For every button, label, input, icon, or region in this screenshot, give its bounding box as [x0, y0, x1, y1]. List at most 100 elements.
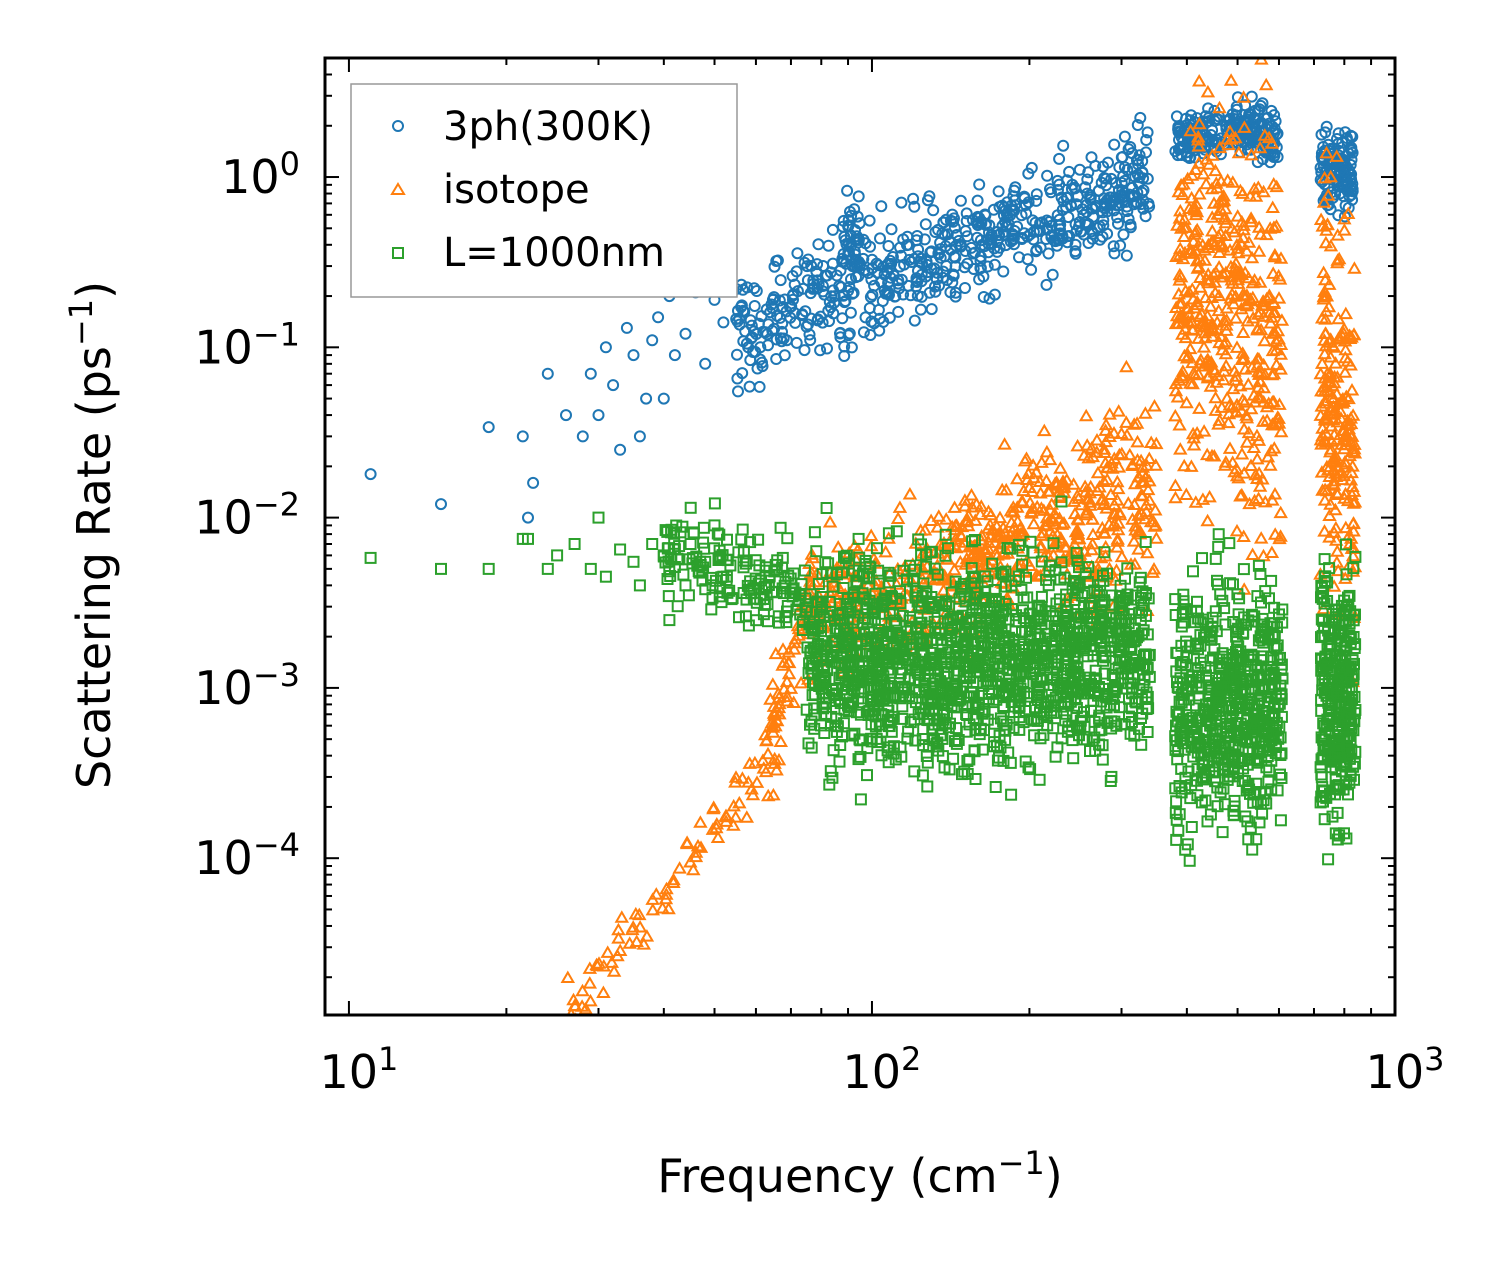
scatter-point-3ph	[800, 320, 813, 333]
scatter-point-isotope	[1318, 235, 1334, 249]
scatter-point-3ph	[1082, 237, 1095, 249]
scatter-point-isotope	[1191, 367, 1206, 380]
scatter-point-isotope	[1190, 261, 1206, 274]
scatter-point-isotope	[1338, 306, 1354, 320]
scatter-point-isotope	[1257, 333, 1272, 347]
scatter-point-3ph	[1338, 210, 1351, 223]
scatter-point-isotope	[1205, 322, 1221, 336]
scatter-point-isotope	[1026, 516, 1042, 530]
scatter-point-isotope	[1110, 532, 1125, 545]
scatter-point-isotope	[1098, 423, 1113, 436]
scatter-point-3ph	[1021, 230, 1034, 243]
scatter-point-isotope	[1252, 140, 1268, 154]
scatter-point-boundary	[786, 590, 799, 603]
scatter-point-3ph	[774, 274, 787, 287]
scatter-point-3ph	[811, 313, 824, 326]
scatter-point-isotope	[1025, 501, 1040, 514]
scatter-point-isotope	[1263, 316, 1278, 329]
scatter-point-isotope	[645, 902, 661, 916]
scatter-point-3ph	[852, 190, 865, 203]
scatter-point-isotope	[788, 631, 803, 645]
scatter-point-isotope	[655, 901, 670, 914]
scatter-point-isotope	[1057, 539, 1073, 553]
scatter-point-3ph	[941, 228, 954, 241]
scatter-point-3ph	[620, 321, 633, 334]
scatter-point-boundary	[781, 532, 794, 545]
scatter-point-isotope	[1097, 445, 1112, 458]
scatter-point-isotope	[760, 746, 776, 760]
scatter-point-isotope	[1218, 346, 1234, 360]
scatter-point-isotope	[1244, 147, 1259, 161]
scatter-point-isotope	[1096, 496, 1112, 509]
scatter-point-3ph	[737, 304, 750, 317]
scatter-point-3ph	[1070, 224, 1083, 237]
scatter-point-isotope	[1234, 237, 1249, 250]
scatter-point-boundary	[551, 549, 564, 562]
scatter-point-isotope	[1237, 120, 1252, 133]
scatter-point-3ph	[1124, 221, 1137, 234]
scatter-point-3ph	[1099, 196, 1112, 209]
scatter-point-3ph	[1253, 103, 1266, 116]
scatter-point-boundary	[682, 589, 695, 602]
scatter-point-isotope	[1225, 455, 1240, 468]
scatter-point-3ph	[1319, 126, 1332, 139]
scatter-point-3ph	[977, 291, 990, 303]
scatter-point-isotope	[931, 509, 947, 522]
scatter-point-isotope	[710, 830, 726, 843]
scatter-point-isotope	[763, 692, 778, 705]
scatter-point-isotope	[1266, 220, 1282, 234]
scatter-point-3ph	[1011, 220, 1024, 233]
scatter-point-boundary	[713, 552, 726, 565]
scatter-point-3ph	[1173, 126, 1186, 139]
scatter-point-isotope	[1330, 544, 1345, 557]
scatter-point-3ph	[944, 243, 957, 256]
scatter-point-isotope	[1172, 273, 1187, 286]
scatter-point-3ph	[1115, 176, 1128, 189]
scatter-point-isotope	[1326, 476, 1341, 490]
scatter-point-boundary	[663, 614, 676, 627]
scatter-point-3ph	[780, 334, 793, 347]
scatter-point-isotope	[1168, 408, 1183, 422]
scatter-point-isotope	[1272, 531, 1287, 545]
scatter-point-isotope	[1256, 184, 1271, 198]
scatter-point-3ph	[1112, 217, 1124, 230]
scatter-point-3ph	[866, 253, 879, 266]
scatter-point-3ph	[842, 219, 855, 232]
scatter-point-isotope	[604, 955, 620, 968]
scatter-point-3ph	[916, 257, 928, 270]
scatter-point-3ph	[1082, 166, 1095, 179]
scatter-point-isotope	[1316, 265, 1331, 278]
scatter-point-3ph	[914, 303, 927, 316]
scatter-point-isotope	[1211, 417, 1226, 430]
scatter-point-isotope	[1264, 545, 1280, 558]
scatter-point-isotope	[1140, 482, 1156, 496]
scatter-point-boundary	[541, 562, 554, 575]
scatter-point-3ph	[798, 256, 811, 269]
scatter-point-3ph	[754, 353, 767, 366]
scatter-point-3ph	[1053, 178, 1066, 191]
scatter-point-isotope	[863, 528, 879, 541]
scatter-point-boundary	[686, 557, 699, 570]
scatter-point-isotope	[1263, 458, 1278, 471]
scatter-point-isotope	[1253, 391, 1268, 404]
scatter-point-3ph	[1053, 219, 1066, 232]
scatter-point-3ph	[1114, 239, 1127, 252]
scatter-point-boundary	[614, 543, 627, 556]
scatter-point-3ph	[974, 250, 987, 263]
scatter-point-3ph	[960, 215, 973, 227]
scatter-point-isotope	[1203, 299, 1218, 312]
scatter-point-3ph	[996, 219, 1009, 232]
scatter-point-3ph	[1319, 192, 1332, 205]
scatter-point-isotope	[786, 642, 802, 655]
scatter-point-3ph	[1118, 130, 1131, 143]
scatter-point-isotope	[1029, 465, 1044, 478]
scatter-point-isotope	[1316, 195, 1332, 208]
scatter-point-isotope	[1168, 478, 1183, 491]
scatter-point-boundary	[763, 571, 776, 584]
scatter-point-isotope	[1208, 390, 1223, 404]
scatter-point-3ph	[883, 288, 895, 301]
scatter-point-3ph	[739, 325, 752, 338]
scatter-point-isotope	[1314, 465, 1330, 478]
scatter-point-3ph	[1238, 132, 1251, 145]
scatter-point-boundary	[687, 526, 700, 539]
